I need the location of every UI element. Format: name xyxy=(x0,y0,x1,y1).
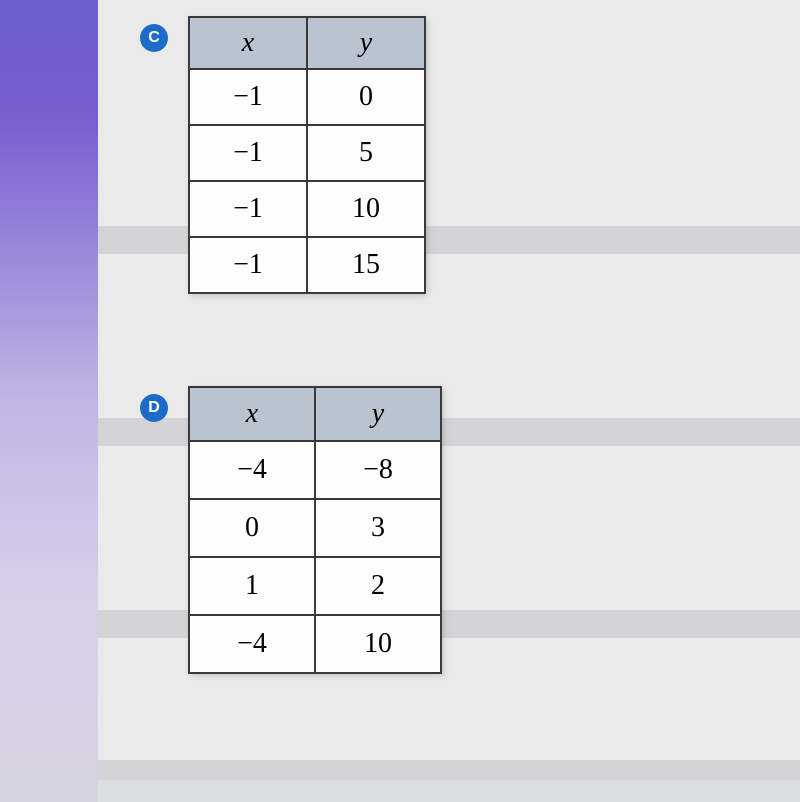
cell: 3 xyxy=(315,499,441,557)
option-badge-d[interactable]: D xyxy=(140,394,168,422)
table-header-row: x y xyxy=(189,17,425,69)
cell: 0 xyxy=(307,69,425,125)
sidebar-gradient xyxy=(0,0,98,802)
option-label: C xyxy=(148,29,160,47)
cell: 5 xyxy=(307,125,425,181)
cell: −8 xyxy=(315,441,441,499)
col-header-y: y xyxy=(307,17,425,69)
cell: −1 xyxy=(189,237,307,293)
option-badge-c[interactable]: C xyxy=(140,24,168,52)
col-header-x: x xyxy=(189,387,315,441)
table-row: −4 10 xyxy=(189,615,441,673)
bottom-edge xyxy=(98,780,800,802)
cell: −4 xyxy=(189,615,315,673)
cell: 10 xyxy=(307,181,425,237)
col-header-y: y xyxy=(315,387,441,441)
table-row: −1 10 xyxy=(189,181,425,237)
table-row: −1 5 xyxy=(189,125,425,181)
cell: 1 xyxy=(189,557,315,615)
table-row: 1 2 xyxy=(189,557,441,615)
table-d: x y −4 −8 0 3 1 2 −4 10 xyxy=(188,386,442,674)
cell: 15 xyxy=(307,237,425,293)
table-c: x y −1 0 −1 5 −1 10 −1 15 xyxy=(188,16,426,294)
cell: −1 xyxy=(189,125,307,181)
cell: 0 xyxy=(189,499,315,557)
table-row: 0 3 xyxy=(189,499,441,557)
option-label: D xyxy=(148,399,160,417)
table-row: −1 0 xyxy=(189,69,425,125)
cell: −1 xyxy=(189,181,307,237)
table-header-row: x y xyxy=(189,387,441,441)
bottom-divider xyxy=(98,760,800,780)
table-row: −1 15 xyxy=(189,237,425,293)
cell: −1 xyxy=(189,69,307,125)
cell: −4 xyxy=(189,441,315,499)
col-header-x: x xyxy=(189,17,307,69)
cell: 2 xyxy=(315,557,441,615)
cell: 10 xyxy=(315,615,441,673)
table-row: −4 −8 xyxy=(189,441,441,499)
